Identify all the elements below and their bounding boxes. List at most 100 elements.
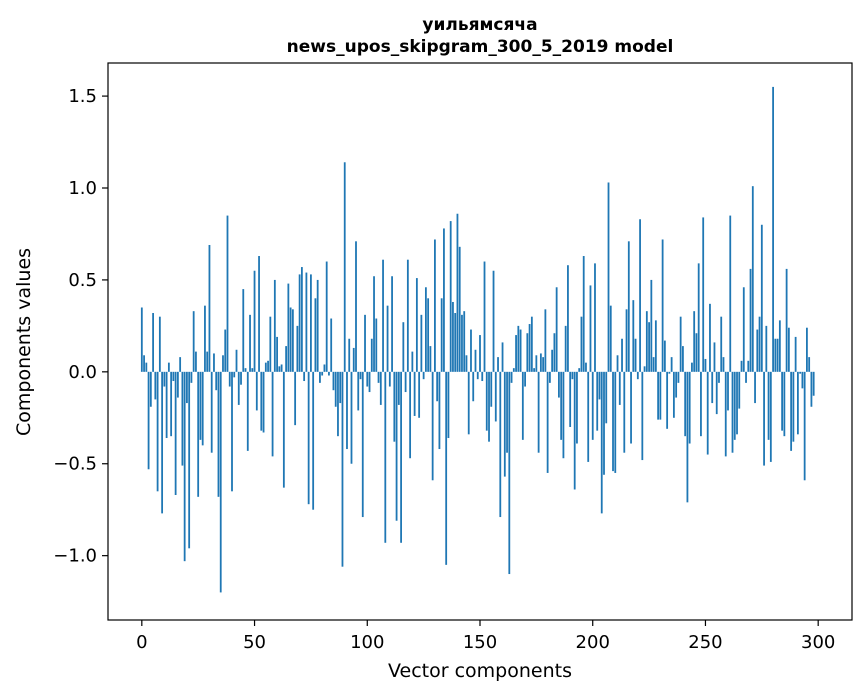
bar (679, 316, 682, 372)
bar (152, 313, 154, 372)
bar (240, 371, 242, 385)
bar (738, 371, 741, 409)
bar (411, 351, 414, 372)
bar (312, 371, 315, 510)
bar (808, 357, 811, 372)
bar (778, 320, 781, 372)
bar (607, 182, 610, 372)
bar (445, 371, 448, 565)
x-tick-label: 100 (350, 632, 384, 653)
bar (535, 355, 538, 372)
bar (346, 371, 348, 450)
bar (251, 368, 254, 372)
bar (393, 371, 396, 442)
bar (754, 371, 756, 404)
bar (382, 259, 384, 372)
bar (697, 263, 700, 372)
bar (188, 371, 191, 549)
bar (492, 270, 495, 372)
bar (386, 305, 389, 372)
bar (197, 371, 200, 497)
bar (307, 371, 310, 505)
bar (684, 371, 687, 437)
bar (431, 371, 434, 481)
bar (287, 283, 290, 372)
bar (424, 287, 427, 372)
bar (443, 228, 445, 372)
bar (528, 324, 531, 372)
bar (213, 353, 215, 372)
bar (163, 371, 166, 387)
bar (499, 371, 502, 518)
bar (465, 355, 468, 372)
x-tick-label: 200 (576, 632, 610, 653)
bar (720, 316, 723, 372)
bar (774, 338, 777, 372)
bar (801, 371, 804, 389)
bar (521, 371, 524, 440)
y-tick-label: 0.0 (68, 362, 97, 383)
bar (621, 338, 623, 372)
bar (323, 364, 326, 372)
bar (269, 316, 272, 372)
bar (413, 371, 416, 416)
bar (571, 371, 574, 380)
bar (767, 371, 770, 440)
bar (375, 318, 378, 372)
bar (145, 362, 148, 372)
bar (427, 298, 430, 372)
bar (316, 279, 319, 372)
bar (659, 371, 662, 420)
bar (273, 279, 276, 372)
bar (294, 371, 297, 426)
bar (560, 371, 563, 440)
bar (174, 371, 177, 495)
bar (693, 311, 696, 372)
bar (219, 371, 222, 593)
bar (334, 371, 337, 407)
bar (806, 327, 808, 372)
bar (280, 364, 283, 372)
bar (553, 333, 556, 372)
bar (603, 371, 605, 475)
bar (391, 276, 393, 372)
bar (792, 371, 795, 442)
bar (756, 329, 759, 372)
bar (598, 371, 601, 400)
bar (154, 371, 157, 400)
x-tick-label: 50 (243, 632, 266, 653)
bar (436, 371, 439, 402)
bar (224, 329, 227, 372)
bar (285, 346, 288, 372)
chart-title-line-1: уильямсяча (422, 15, 537, 35)
bar (810, 371, 813, 407)
bar (517, 325, 520, 372)
x-axis-ticks: 0 50 100 150 200 250 300 (136, 620, 835, 653)
bar (332, 371, 335, 391)
bar (228, 371, 231, 387)
bar (648, 322, 650, 372)
bar (161, 371, 164, 514)
bar (186, 371, 188, 404)
bar (409, 371, 412, 459)
x-tick-label: 250 (688, 632, 722, 653)
bar (562, 371, 565, 459)
bar (267, 360, 269, 372)
bar (688, 371, 691, 444)
bar (645, 311, 648, 372)
bar (276, 336, 278, 372)
bar (300, 267, 303, 372)
bar (812, 371, 815, 396)
bar (769, 371, 772, 462)
bar (370, 338, 373, 372)
bar (404, 371, 407, 393)
bar (695, 333, 698, 372)
bar (337, 371, 339, 437)
bar (727, 371, 729, 411)
bar (781, 371, 784, 431)
bar (796, 371, 799, 435)
bar (422, 371, 425, 380)
bar (343, 162, 346, 372)
bar (366, 371, 369, 387)
